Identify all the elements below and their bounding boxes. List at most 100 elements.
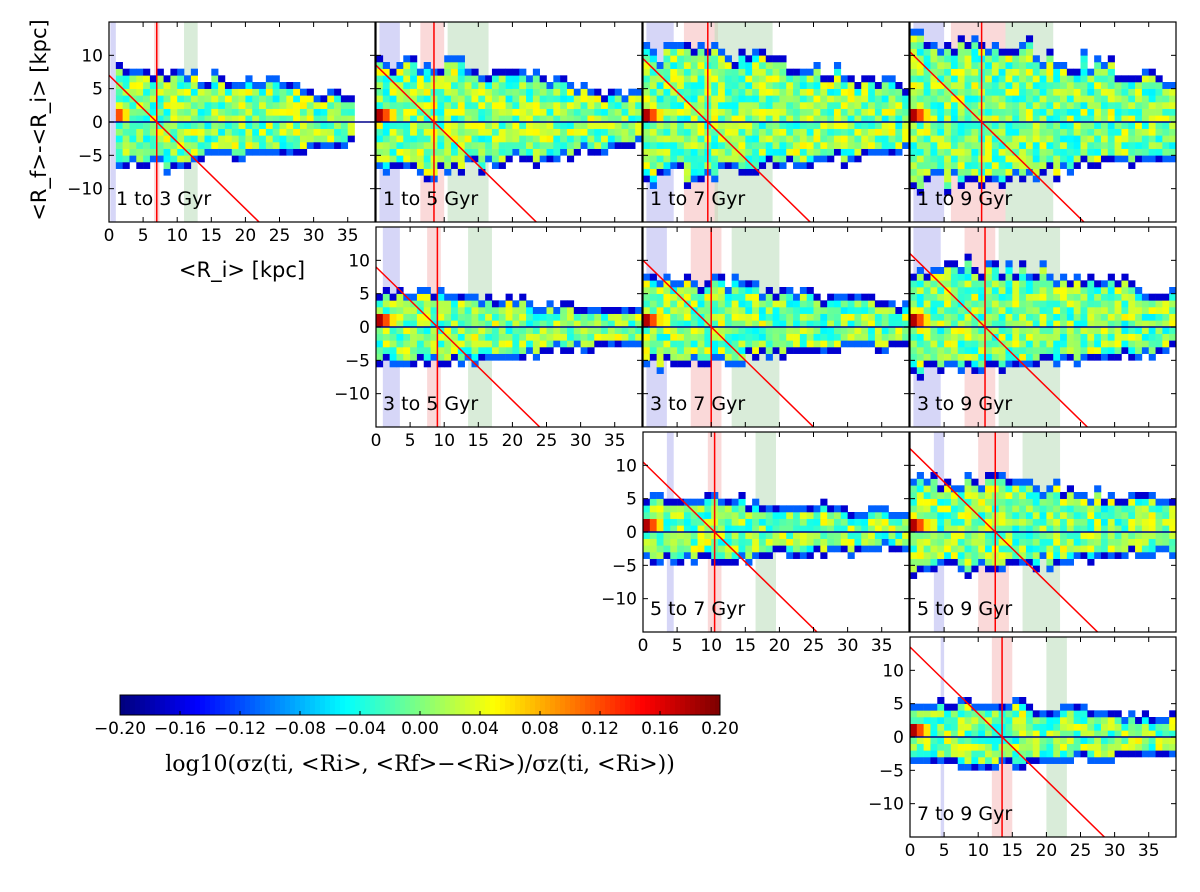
heatmap-cell	[738, 142, 746, 149]
heatmap-cell	[985, 48, 993, 56]
heatmap-cell	[539, 135, 547, 143]
heatmap-cell	[457, 148, 465, 156]
heatmap-cell	[937, 135, 945, 143]
panel-1-to-5-gyr: 1 to 5 Gyr	[375, 21, 643, 223]
heatmap-cell	[663, 42, 671, 49]
heatmap-cell	[1100, 333, 1109, 341]
heatmap-cell	[874, 320, 883, 328]
heatmap-cell	[813, 307, 821, 314]
heatmap-cell	[580, 347, 588, 354]
heatmap-cell	[1094, 347, 1102, 354]
heatmap-cell	[874, 82, 883, 89]
heatmap-cell	[1100, 552, 1109, 559]
heatmap-cell	[1121, 293, 1129, 301]
heatmap-cell	[957, 327, 965, 334]
heatmap-cell	[711, 162, 719, 169]
heatmap-cell	[376, 115, 384, 123]
heatmap-cell	[731, 293, 739, 301]
heatmap-cell	[656, 525, 664, 533]
heatmap-cell	[532, 313, 540, 321]
heatmap-cell	[1100, 115, 1109, 123]
heatmap-cell	[149, 142, 158, 149]
heatmap-cell	[910, 168, 918, 176]
heatmap-cell	[840, 115, 848, 123]
heatmap-cell	[806, 148, 814, 156]
heatmap-cell	[1039, 538, 1047, 546]
heatmap-cell	[910, 340, 918, 348]
heatmap-cell	[1135, 505, 1143, 513]
heatmap-cell	[683, 333, 692, 341]
heatmap-cell	[724, 55, 732, 63]
heatmap-cell	[731, 155, 739, 163]
heatmap-cell	[170, 162, 178, 169]
heatmap-cell	[971, 505, 979, 513]
heatmap-cell	[813, 340, 821, 348]
heatmap-cell	[491, 353, 500, 361]
heatmap-cell	[799, 340, 807, 348]
heatmap-cell	[519, 148, 527, 156]
heatmap-cell	[1025, 273, 1034, 281]
heatmap-cell	[1107, 525, 1115, 533]
heatmap-cell	[1046, 498, 1054, 506]
heatmap-cell	[1080, 68, 1088, 76]
heatmap-cell	[279, 142, 287, 149]
heatmap-cell	[670, 62, 678, 69]
heatmap-cell	[1005, 545, 1013, 553]
heatmap-cell	[752, 122, 760, 129]
heatmap-cell	[1005, 82, 1013, 89]
x-tick-label: 5	[939, 841, 950, 861]
heatmap-cell	[758, 307, 767, 314]
heatmap-cell	[683, 162, 692, 169]
heatmap-cell	[971, 162, 979, 169]
heatmap-cell	[793, 532, 801, 539]
heatmap-cell	[649, 518, 657, 526]
heatmap-cell	[690, 142, 698, 149]
heatmap-cell	[416, 115, 425, 123]
heatmap-cell	[643, 293, 651, 301]
heatmap-cell	[376, 88, 384, 96]
heatmap-cell	[1039, 327, 1047, 334]
heatmap-cell	[553, 128, 561, 136]
heatmap-cell	[1087, 135, 1095, 143]
heatmap-cell	[923, 750, 931, 758]
heatmap-cell	[587, 135, 595, 143]
heatmap-cell	[347, 128, 355, 136]
heatmap-cell	[1039, 68, 1047, 76]
heatmap-cell	[806, 293, 814, 301]
heatmap-cell	[854, 128, 862, 136]
heatmap-cell	[991, 122, 999, 129]
heatmap-cell	[711, 115, 719, 123]
heatmap-cell	[1114, 518, 1122, 526]
heatmap-cell	[573, 128, 581, 136]
heatmap-cell	[478, 327, 486, 334]
heatmap-cell	[1141, 737, 1150, 744]
heatmap-cell	[950, 260, 959, 268]
heatmap-cell	[1135, 512, 1143, 519]
heatmap-cell	[957, 367, 965, 374]
heatmap-cell	[293, 122, 301, 129]
heatmap-cell	[820, 340, 828, 348]
heatmap-cell	[957, 730, 965, 738]
heatmap-cell	[861, 142, 869, 149]
heatmap-cell	[950, 710, 959, 718]
heatmap-cell	[389, 307, 397, 314]
heatmap-cell	[382, 307, 390, 314]
heatmap-cell	[854, 88, 862, 96]
heatmap-cell	[950, 340, 959, 348]
heatmap-cell	[847, 82, 855, 89]
heatmap-cell	[1005, 478, 1013, 486]
heatmap-cell	[1128, 710, 1136, 718]
heatmap-cell	[218, 122, 226, 129]
heatmap-cell	[738, 300, 746, 308]
heatmap-cell	[663, 327, 671, 334]
heatmap-cell	[923, 102, 931, 109]
heatmap-cell	[643, 122, 651, 129]
heatmap-cell	[930, 710, 938, 718]
heatmap-cell	[772, 142, 780, 149]
heatmap-cell	[1169, 320, 1176, 328]
heatmap-cell	[340, 128, 349, 136]
heatmap-cell	[827, 307, 835, 314]
heatmap-cell	[868, 518, 876, 526]
heatmap-cell	[1094, 320, 1102, 328]
heatmap-cell	[868, 313, 876, 321]
